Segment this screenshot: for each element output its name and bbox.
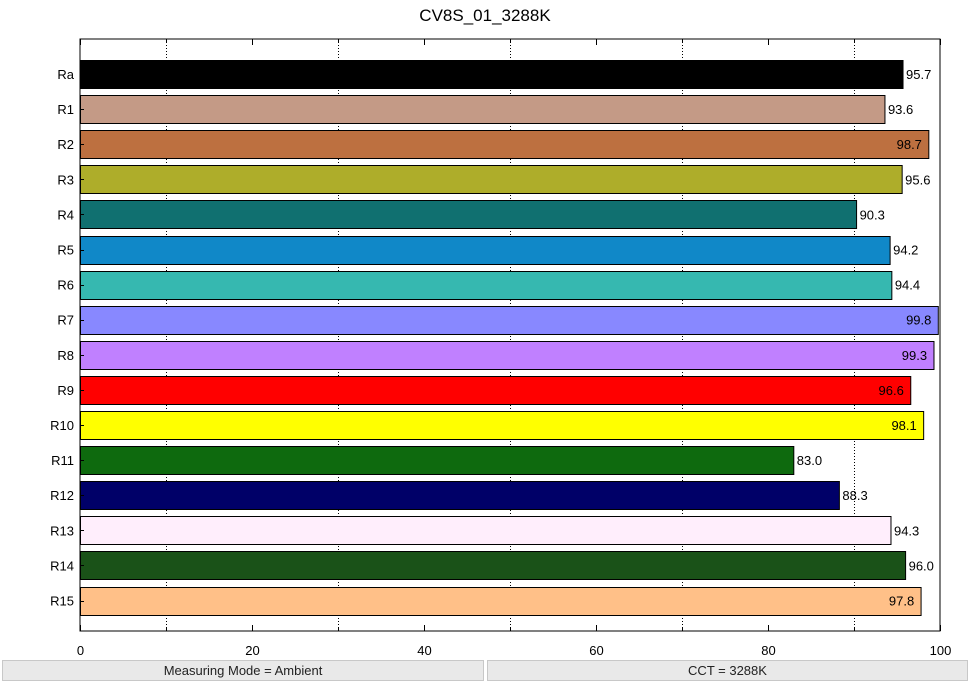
bar-r12 [80,481,840,510]
x-tick-label: 20 [245,643,259,658]
labels-layer: 0 20 40 60 80 100 Ra 95.7 R1 93.6 R2 98.7 R3 95.6 R4 90… [50,67,951,658]
bar-r13 [80,516,892,545]
value-label: 93.6 [888,102,913,117]
category-label: R13 [50,523,74,538]
bars-layer [80,60,939,616]
category-label: R3 [57,172,74,187]
bar-r15 [80,587,922,616]
value-label: 98.7 [897,137,922,152]
cri-bar-chart: 0 20 40 60 80 100 Ra 95.7 R1 93.6 R2 98.7 R3 95.6 R4 90… [50,38,951,658]
x-tick-label: 80 [761,643,775,658]
category-label: R15 [50,594,74,609]
value-label: 90.3 [860,207,885,222]
category-label: R1 [57,102,74,117]
category-label: R11 [51,453,74,468]
value-label: 98.1 [891,418,916,433]
value-label: 96.0 [909,558,934,573]
category-label: R9 [57,383,74,398]
category-label: R7 [57,313,74,328]
bar-r7 [80,306,939,335]
category-label: R5 [57,243,74,258]
bar-r8 [80,341,935,370]
category-label: R2 [57,137,74,152]
bar-r5 [80,236,891,265]
bar-r11 [80,446,795,475]
bar-r6 [80,271,893,300]
x-tick-label: 40 [417,643,431,658]
bar-r14 [80,551,907,580]
x-tick-label: 60 [589,643,603,658]
value-label: 96.6 [879,383,904,398]
ticks-layer [80,39,941,631]
bar-r4 [80,200,858,229]
chart-title: CV8S_01_3288K [419,6,551,25]
category-label: R12 [50,488,74,503]
value-label: 83.0 [797,453,822,468]
value-label: 88.3 [842,488,867,503]
value-label: 95.7 [906,67,931,82]
cct-status: CCT = 3288K [487,660,968,681]
value-label: 94.4 [895,278,920,293]
category-label: R4 [57,207,74,222]
category-label: R14 [50,558,74,573]
value-label: 99.8 [906,313,931,328]
bar-r1 [80,95,886,124]
category-label: R6 [57,278,74,293]
measuring-mode-status: Measuring Mode = Ambient [2,660,484,681]
bar-r3 [80,165,903,194]
category-label: R10 [50,418,74,433]
x-tick-label: 100 [930,643,952,658]
bar-r2 [80,130,930,159]
category-label: Ra [57,67,74,82]
value-label: 99.3 [902,348,927,363]
x-tick-label: 0 [77,643,84,658]
bar-ra [80,60,904,89]
value-label: 94.3 [894,523,919,538]
bar-r10 [80,411,925,440]
category-label: R8 [57,348,74,363]
value-label: 97.8 [889,594,914,609]
value-label: 95.6 [905,172,930,187]
value-label: 94.2 [893,243,918,258]
bar-r9 [80,376,912,405]
